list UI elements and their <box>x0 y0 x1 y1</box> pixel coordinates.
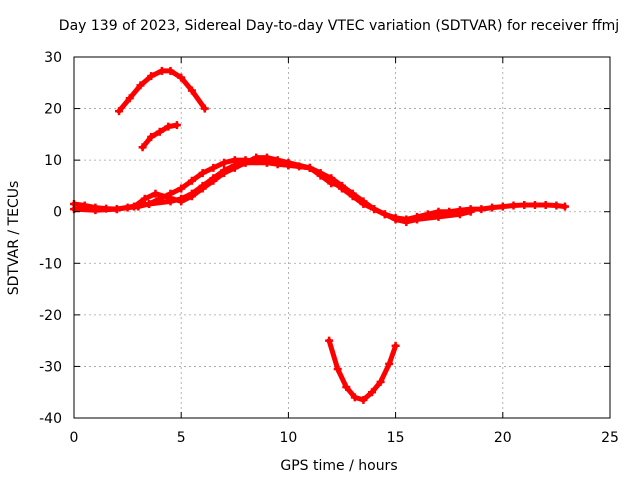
data-point-negative-dip-1 <box>333 365 342 374</box>
data-point-main-track-b-24 <box>413 215 422 224</box>
data-point-early-arc-6 <box>177 73 186 82</box>
data-point-negative-dip-4 <box>359 395 368 404</box>
data-point-early-arc-5 <box>166 66 175 75</box>
chart-title: Day 139 of 2023, Sidereal Day-to-day VTE… <box>59 18 619 34</box>
data-point-early-arc-2 <box>136 81 145 90</box>
data-point-negative-dip-0 <box>325 336 334 345</box>
x-axis-title: GPS time / hours <box>280 458 397 474</box>
data-point-main-track-c-12 <box>273 156 282 165</box>
data-point-main-track-b-4 <box>145 199 154 208</box>
data-point-main-track-b-19 <box>359 197 368 206</box>
data-point-main-track-c-6 <box>209 176 218 185</box>
data-point-main-track-c-14 <box>305 163 314 172</box>
data-point-main-track-b-1 <box>91 206 100 215</box>
data-point-main-track-a-39 <box>488 203 497 212</box>
data-point-main-track-b-18 <box>348 189 357 198</box>
data-point-main-track-b-22 <box>391 215 400 224</box>
data-point-main-track-c-9 <box>241 158 250 167</box>
plot-frame <box>73 56 611 419</box>
x-tick-label-3: 15 <box>387 430 405 446</box>
y-axis-title: SDTVAR / TECUs <box>6 181 22 296</box>
data-point-main-track-c-11 <box>262 153 271 162</box>
data-point-main-track-c-1 <box>140 194 149 203</box>
x-tick-label-0: 0 <box>70 430 79 446</box>
data-point-main-track-c-2 <box>151 189 160 198</box>
series-early-arc <box>115 66 209 116</box>
series-line-main-track-b <box>71 160 474 225</box>
x-tick-label-5: 25 <box>601 430 619 446</box>
series-line-main-track-c <box>131 155 345 210</box>
data-point-main-track-c-10 <box>252 153 261 162</box>
data-point-main-track-c-4 <box>187 192 196 201</box>
x-tick-label-1: 5 <box>177 430 186 446</box>
data-point-main-track-a-41 <box>509 201 518 210</box>
y-tick-label-2: 10 <box>44 153 62 169</box>
series-main-track-a <box>70 156 569 224</box>
data-point-main-track-c-13 <box>284 158 293 167</box>
series-short-segment <box>138 121 181 152</box>
data-point-early-arc-4 <box>157 66 166 75</box>
x-tick-label-2: 10 <box>279 430 297 446</box>
data-point-negative-dip-3 <box>350 393 359 402</box>
data-point-main-track-a-11 <box>187 176 196 185</box>
y-tick-label-4: -10 <box>39 256 62 272</box>
data-point-main-track-b-2 <box>112 205 121 214</box>
data-point-main-track-c-5 <box>198 184 207 193</box>
series-main-track-c <box>130 153 346 211</box>
data-point-early-arc-1 <box>125 94 134 103</box>
x-tick-labels: 0 5 10 15 20 25 <box>70 430 619 446</box>
y-tick-label-3: 0 <box>53 205 62 221</box>
data-point-main-track-a-43 <box>530 201 539 210</box>
data-point-main-track-b-23 <box>402 218 411 227</box>
axis-ticks <box>73 56 611 419</box>
data-point-main-track-c-7 <box>220 169 229 178</box>
data-point-main-track-c-16 <box>327 179 336 188</box>
y-tick-label-6: -30 <box>39 359 62 375</box>
data-point-main-track-b-27 <box>466 207 475 216</box>
data-point-main-track-a-12 <box>198 169 207 178</box>
data-point-main-track-a-42 <box>520 201 529 210</box>
series-layer <box>70 66 569 404</box>
data-point-early-arc-3 <box>147 72 156 81</box>
data-point-negative-dip-7 <box>385 359 394 368</box>
data-point-main-track-b-21 <box>380 210 389 219</box>
data-point-main-track-a-46 <box>560 202 569 211</box>
data-point-main-track-a-40 <box>498 202 507 211</box>
data-point-main-track-a-13 <box>209 163 218 172</box>
data-point-main-track-c-15 <box>316 171 325 180</box>
data-point-main-track-a-45 <box>552 201 561 210</box>
data-point-main-track-b-25 <box>434 212 443 221</box>
data-point-main-track-c-8 <box>230 163 239 172</box>
y-tick-label-0: 30 <box>44 50 62 66</box>
data-point-negative-dip-6 <box>376 377 385 386</box>
x-tick-label-4: 20 <box>494 430 512 446</box>
data-point-early-arc-0 <box>115 107 124 116</box>
data-point-main-track-c-3 <box>177 197 186 206</box>
y-tick-label-7: -40 <box>39 411 62 427</box>
data-point-main-track-b-20 <box>370 205 379 214</box>
y-tick-label-1: 20 <box>44 102 62 118</box>
data-point-short-segment-1 <box>147 132 156 141</box>
data-point-short-segment-4 <box>172 121 181 130</box>
data-point-early-arc-8 <box>200 104 209 113</box>
data-point-short-segment-2 <box>155 127 164 136</box>
data-point-main-track-a-10 <box>177 184 186 193</box>
data-point-negative-dip-2 <box>342 383 351 392</box>
data-point-early-arc-7 <box>187 86 196 95</box>
y-tick-labels: 30 20 10 0 -10 -20 -30 -40 <box>39 50 62 427</box>
data-point-main-track-c-0 <box>130 202 139 211</box>
data-point-short-segment-0 <box>138 143 147 152</box>
data-point-main-track-a-38 <box>477 205 486 214</box>
data-point-main-track-b-26 <box>455 210 464 219</box>
data-point-main-track-a-44 <box>541 201 550 210</box>
y-tick-label-5: -20 <box>39 308 62 324</box>
data-point-short-segment-3 <box>164 122 173 131</box>
data-point-main-track-c-17 <box>338 181 346 190</box>
data-point-main-track-a-14 <box>220 158 229 167</box>
data-point-negative-dip-5 <box>368 388 377 397</box>
data-point-negative-dip-8 <box>391 341 400 350</box>
series-negative-dip <box>325 336 400 404</box>
grid <box>74 57 610 418</box>
